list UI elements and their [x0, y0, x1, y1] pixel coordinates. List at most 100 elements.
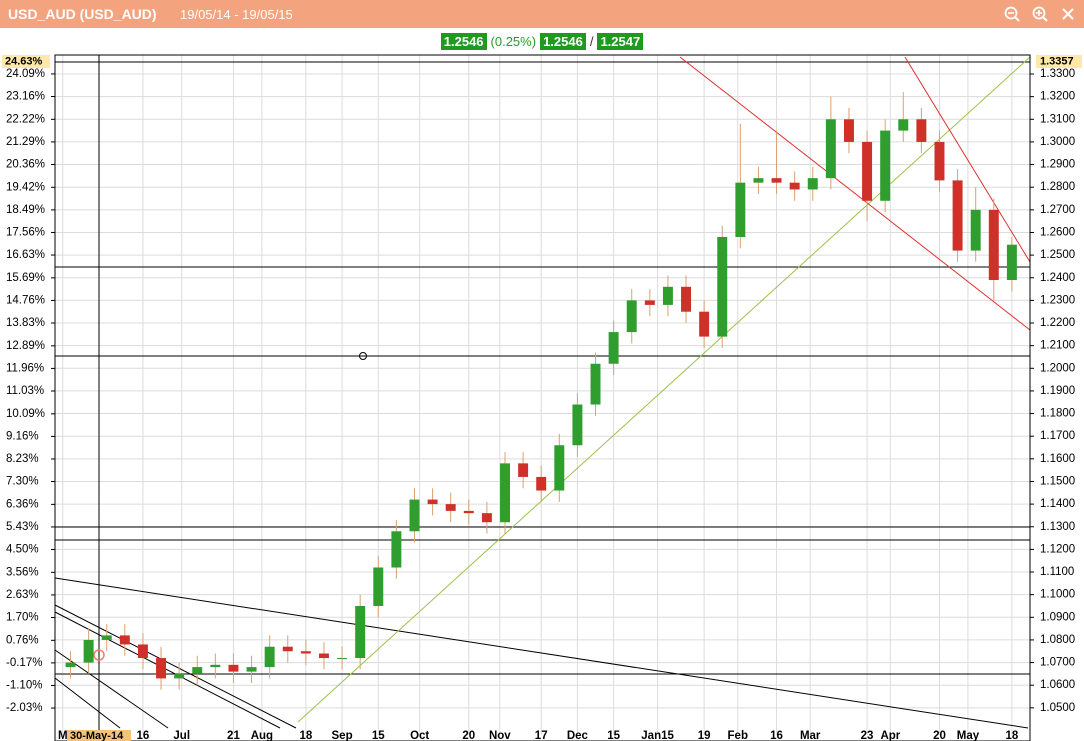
- candle-body: [355, 605, 366, 659]
- trend-line: [54, 577, 1029, 729]
- x-tick-label: Sep: [332, 730, 353, 741]
- y2-tick-label: -0.17%: [6, 657, 42, 669]
- candle-body: [1006, 244, 1017, 281]
- candle-body: [789, 182, 800, 190]
- trend-line: [297, 56, 1031, 723]
- last-price: 1.2546: [440, 33, 487, 50]
- quote-bar: 1.2546 (0.25%) 1.2546 / 1.2547: [0, 33, 1084, 50]
- candle-body: [518, 463, 529, 477]
- y-tick-label: 1.1100: [1040, 566, 1074, 578]
- candle-body: [807, 178, 818, 190]
- x-tick-label: 19: [698, 730, 711, 741]
- y2-tick-label: 18.49%: [6, 204, 45, 216]
- y-tick-label: 1.2700: [1040, 204, 1075, 216]
- y2-tick-label: 5.43%: [6, 521, 39, 533]
- zoom-out-button[interactable]: [1003, 5, 1021, 23]
- y2-tick-label: 4.50%: [6, 544, 39, 556]
- y-tick-label: 1.2000: [1040, 362, 1075, 374]
- y-tick-label: 1.1400: [1040, 498, 1075, 510]
- candle-body: [898, 119, 909, 131]
- x-tick-label: 20: [933, 730, 946, 741]
- bid-price: 1.2546: [540, 33, 586, 50]
- x-tick-label: Dec: [567, 730, 589, 741]
- y2-tick-label: 10.09%: [6, 408, 45, 420]
- candle-body: [210, 664, 221, 668]
- candle-body: [554, 445, 565, 491]
- ask-price: 1.2547: [597, 33, 644, 50]
- anchor-point: [93, 649, 105, 661]
- y2-tick-label: 11.96%: [6, 362, 44, 374]
- y-tick-label: 1.2400: [1040, 272, 1075, 284]
- drawings: [54, 55, 1031, 741]
- separator: /: [589, 34, 594, 49]
- chart-title: USD_AUD (USD_AUD): [8, 6, 157, 22]
- close-button[interactable]: [1059, 5, 1077, 23]
- y2-tick-label: 14.76%: [6, 294, 45, 306]
- crosshair-price-label: 1.3357: [1040, 55, 1074, 67]
- candle-body: [644, 300, 655, 305]
- y-tick-label: 1.0900: [1040, 611, 1075, 623]
- y2-tick-label: 23.16%: [6, 91, 45, 103]
- candles: [65, 92, 1017, 690]
- candle-body: [65, 662, 76, 668]
- y-tick-label: 1.2300: [1040, 294, 1075, 306]
- y2-tick-label: 12.89%: [6, 340, 45, 352]
- y2-tick-label: 2.63%: [6, 589, 39, 601]
- trend-line: [54, 604, 297, 729]
- trend-line: [54, 677, 121, 729]
- candle-body: [934, 141, 945, 181]
- y-tick-label: 1.0500: [1040, 702, 1075, 714]
- candle-body: [445, 504, 456, 511]
- trend-line: [54, 611, 281, 729]
- y2-tick-label: 17.56%: [6, 226, 45, 238]
- plot-frame: [54, 54, 1031, 741]
- y2-tick-label: 13.83%: [6, 317, 45, 329]
- y-tick-label: 1.0700: [1040, 657, 1075, 669]
- x-tick-label: 18: [1005, 730, 1018, 741]
- candle-body: [825, 119, 836, 179]
- crosshair-date-label: 30-May-14: [70, 730, 124, 741]
- x-tick-label: Mar: [800, 730, 821, 741]
- y-tick-label: 1.2900: [1040, 159, 1075, 171]
- price-change: (0.25%): [490, 34, 537, 49]
- candle-body: [463, 510, 474, 514]
- y2-tick-label: 20.36%: [6, 159, 45, 171]
- candle-body: [373, 567, 384, 606]
- y-tick-label: 1.1500: [1040, 476, 1075, 488]
- candle-body: [119, 635, 130, 645]
- candle-body: [699, 311, 710, 337]
- y2-tick-label: 19.42%: [6, 181, 45, 193]
- candle-body: [427, 499, 438, 505]
- x-tick-label: 23: [861, 730, 874, 741]
- y-tick-label: 1.3000: [1040, 136, 1075, 148]
- candle-body: [337, 658, 348, 660]
- anchor-point: [359, 352, 367, 360]
- candle-body: [608, 332, 619, 364]
- x-tick-label: Aug: [251, 730, 273, 741]
- y-tick-label: 1.2500: [1040, 249, 1075, 261]
- y-tick-label: 1.2600: [1040, 227, 1075, 239]
- trend-line: [679, 56, 1031, 331]
- candle-body: [753, 178, 764, 183]
- candle-body: [174, 673, 185, 679]
- y2-tick-label: 0.76%: [6, 634, 39, 646]
- x-tick-label: 17: [535, 730, 548, 741]
- y-tick-label: 1.0800: [1040, 634, 1075, 646]
- x-tick-label: 15: [372, 730, 385, 741]
- y-tick-label: 1.1700: [1040, 430, 1075, 442]
- zoom-in-button[interactable]: [1031, 5, 1049, 23]
- candle-body: [246, 667, 257, 672]
- grid: [55, 55, 1030, 735]
- x-tick-label: 21: [227, 730, 240, 741]
- x-tick-label: 16: [137, 730, 150, 741]
- x-tick-label: 16: [770, 730, 783, 741]
- y2-tick-label: 15.69%: [6, 272, 45, 284]
- y-tick-label: 1.1000: [1040, 589, 1075, 601]
- y2-tick-label: 6.36%: [6, 498, 39, 510]
- candle-body: [572, 404, 583, 446]
- y-tick-label: 1.2800: [1040, 181, 1075, 193]
- y2-tick-label: 9.16%: [6, 430, 39, 442]
- y-tick-label: 1.1600: [1040, 453, 1075, 465]
- y-tick-label: 1.1200: [1040, 543, 1075, 555]
